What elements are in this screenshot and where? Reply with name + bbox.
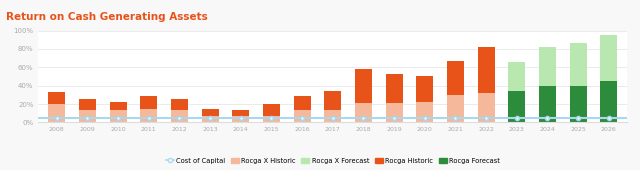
Bar	[232, 116, 249, 122]
Bar	[140, 109, 157, 122]
Bar	[447, 61, 464, 95]
Bar	[539, 86, 556, 122]
Bar	[294, 110, 310, 122]
Bar	[417, 102, 433, 122]
Bar	[539, 47, 556, 86]
Bar	[263, 116, 280, 122]
Bar	[570, 42, 587, 86]
Bar	[508, 91, 525, 122]
Bar	[263, 104, 280, 116]
Bar	[386, 103, 403, 122]
Bar	[232, 109, 249, 116]
Bar	[417, 76, 433, 102]
Bar	[109, 110, 127, 122]
Bar	[600, 35, 617, 81]
Bar	[477, 47, 495, 93]
Bar	[447, 95, 464, 122]
Bar	[355, 69, 372, 103]
Text: Return on Cash Generating Assets: Return on Cash Generating Assets	[6, 12, 208, 22]
Bar	[294, 96, 310, 110]
Bar	[171, 99, 188, 109]
Bar	[508, 62, 525, 91]
Bar	[202, 109, 219, 116]
Bar	[386, 74, 403, 103]
Legend: Cost of Capital, Rocga X Historic, Rocga X Forecast, Rocga Historic, Rocga Forec: Cost of Capital, Rocga X Historic, Rocga…	[163, 155, 503, 166]
Bar	[171, 109, 188, 122]
Bar	[79, 109, 96, 122]
Bar	[570, 86, 587, 122]
Bar	[324, 91, 341, 109]
Bar	[477, 93, 495, 122]
Bar	[49, 92, 65, 104]
Bar	[600, 81, 617, 122]
Bar	[324, 109, 341, 122]
Bar	[140, 96, 157, 109]
Bar	[49, 104, 65, 122]
Bar	[109, 102, 127, 111]
Bar	[79, 99, 96, 109]
Bar	[355, 103, 372, 122]
Bar	[202, 116, 219, 122]
